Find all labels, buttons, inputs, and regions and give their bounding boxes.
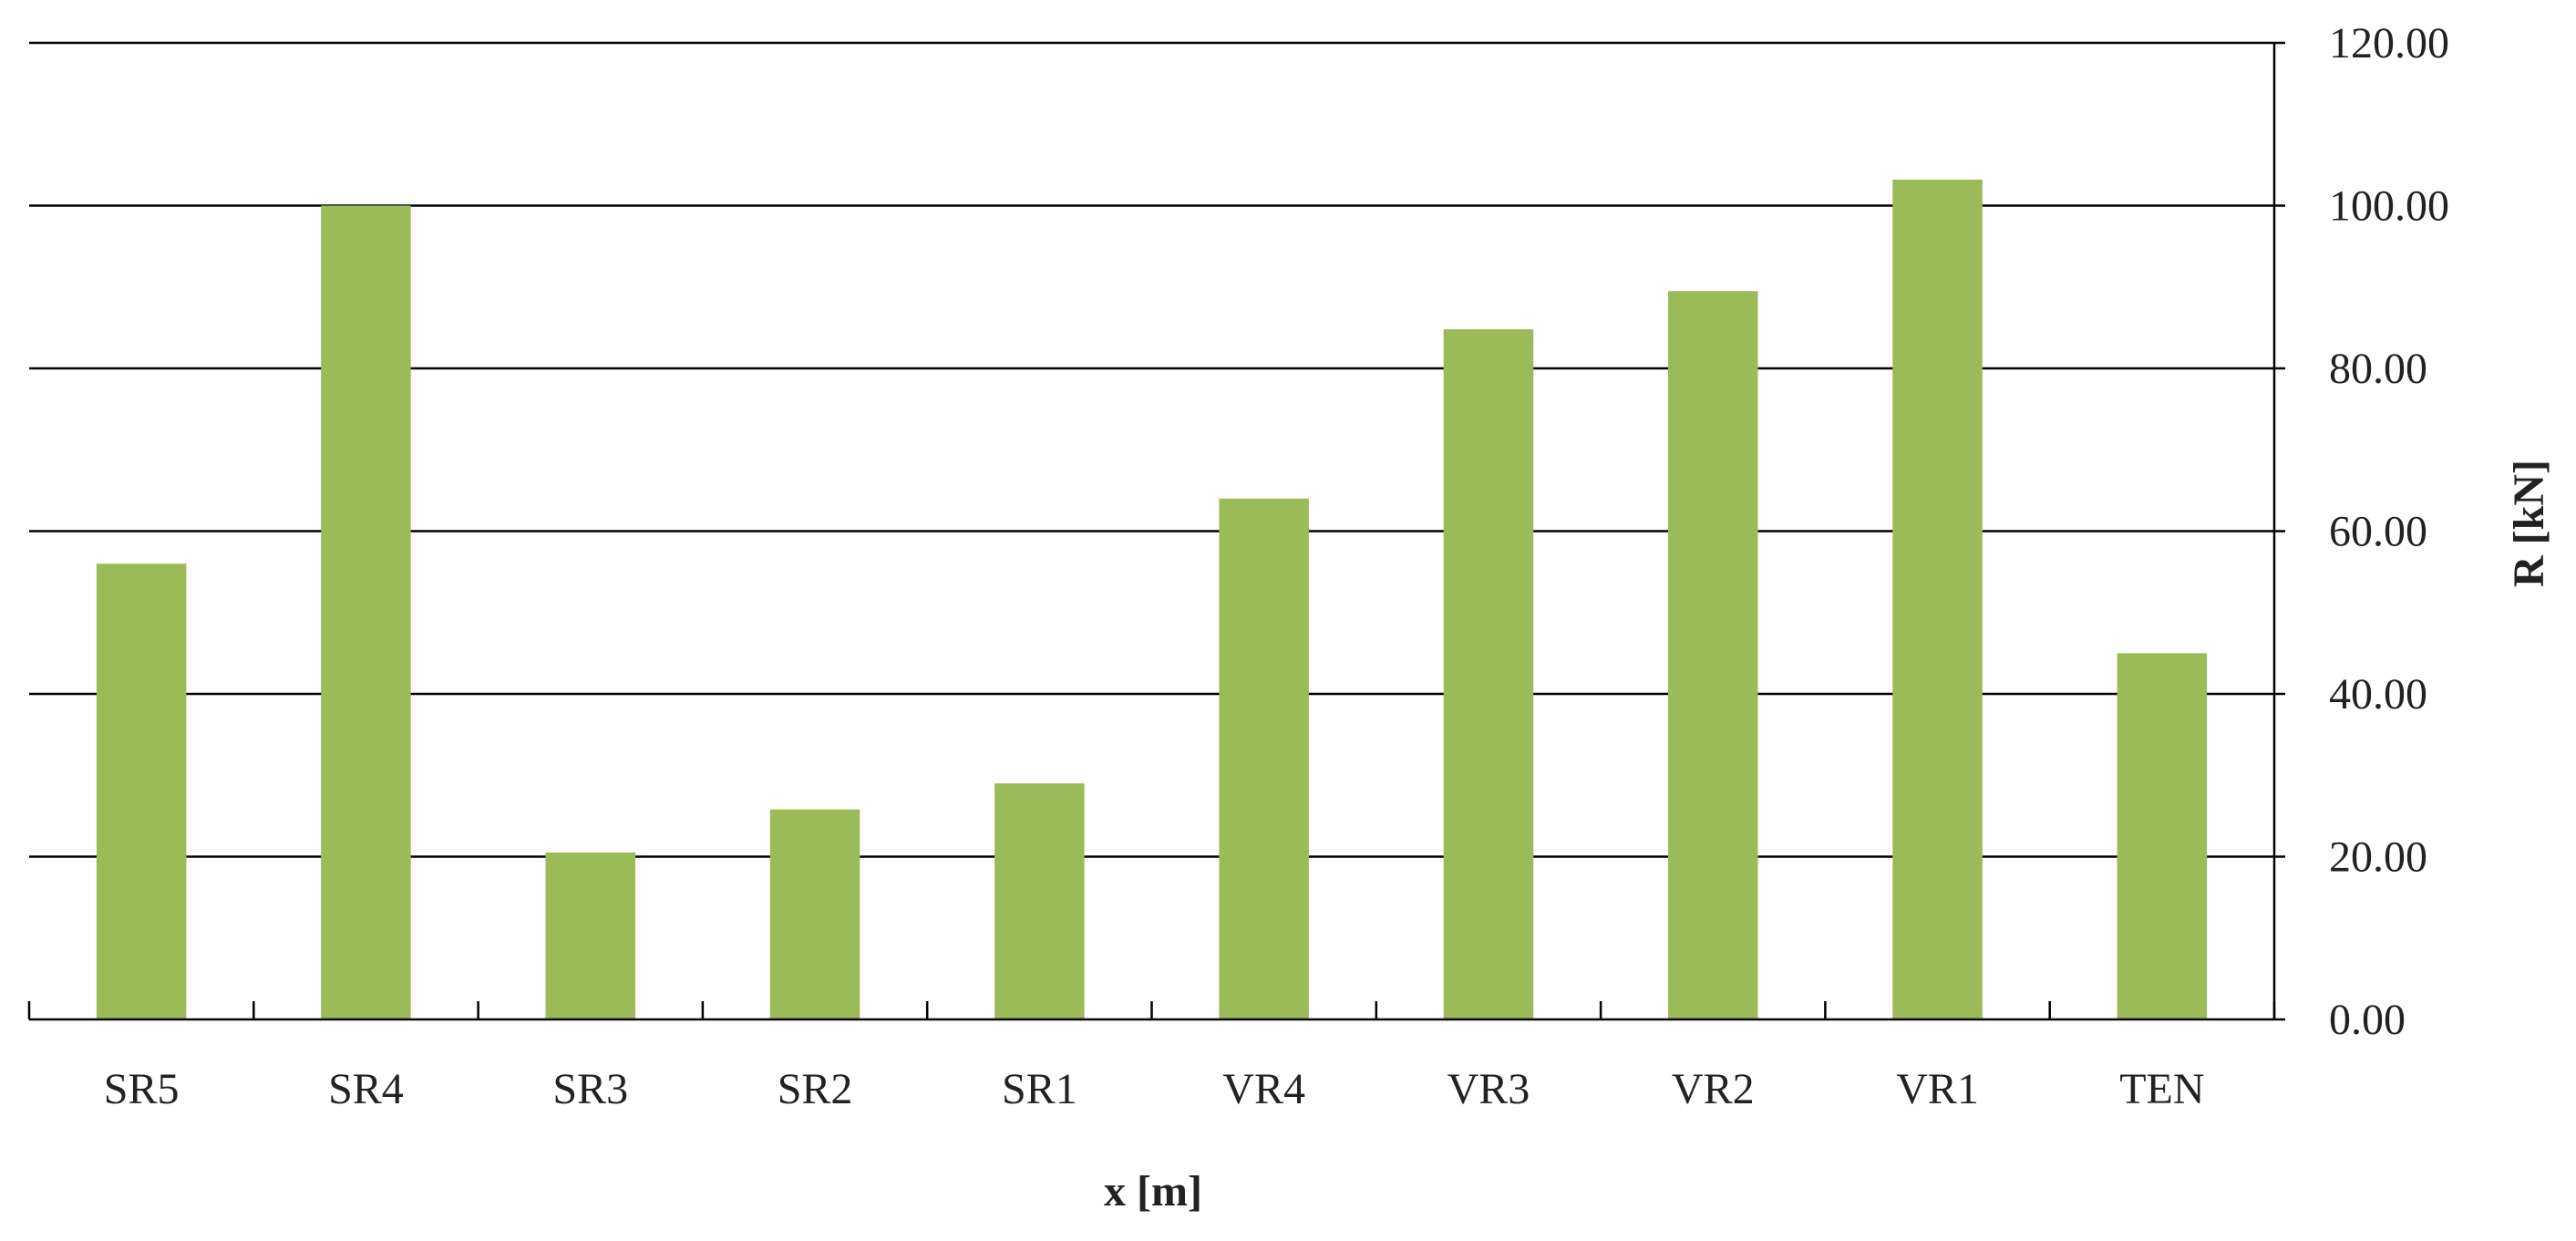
x-tick-label: VR2 bbox=[1672, 1065, 1755, 1113]
x-tick-label: TEN bbox=[2119, 1065, 2204, 1113]
bar-sr3 bbox=[545, 853, 636, 1019]
bars bbox=[96, 179, 2208, 1019]
x-tick-label: SR5 bbox=[104, 1065, 180, 1113]
y-tick-label: 120.00 bbox=[2329, 19, 2449, 67]
bar-sr5 bbox=[96, 564, 187, 1019]
y-tick-label: 60.00 bbox=[2329, 508, 2427, 556]
x-axis-title: x [m] bbox=[1104, 1167, 1202, 1215]
x-tick-label: VR1 bbox=[1896, 1065, 1979, 1113]
y-tick-label: 20.00 bbox=[2329, 833, 2427, 882]
x-tick-label: SR3 bbox=[552, 1065, 628, 1113]
bar-vr2 bbox=[1667, 291, 1758, 1019]
bar-vr3 bbox=[1443, 329, 1534, 1019]
y-tick-label: 100.00 bbox=[2329, 182, 2449, 231]
bar-ten bbox=[2117, 653, 2208, 1019]
y-tick-label: 0.00 bbox=[2329, 996, 2406, 1044]
bar-vr1 bbox=[1892, 179, 1983, 1019]
bar-sr1 bbox=[994, 783, 1085, 1019]
x-tick-label: SR4 bbox=[328, 1065, 404, 1113]
y-axis-title: R [kN] bbox=[2505, 460, 2553, 587]
bar-vr4 bbox=[1219, 498, 1309, 1019]
bar-sr2 bbox=[769, 809, 860, 1019]
axes bbox=[27, 41, 2285, 1021]
bar-sr4 bbox=[321, 205, 411, 1019]
x-tick-label: SR2 bbox=[778, 1065, 853, 1113]
x-tick-labels: SR5 SR4 SR3 SR2 SR1 VR4 VR3 VR2 VR1 TEN bbox=[104, 1065, 2205, 1113]
y-tick-label: 40.00 bbox=[2329, 670, 2427, 719]
x-tick-label: VR4 bbox=[1222, 1065, 1305, 1113]
y-tick-labels: 0.00 20.00 40.00 60.00 80.00 100.00 120.00 bbox=[2329, 19, 2449, 1044]
x-tick-label: VR3 bbox=[1448, 1065, 1530, 1113]
y-tick-label: 80.00 bbox=[2329, 345, 2427, 393]
x-tick-label: SR1 bbox=[1002, 1065, 1077, 1113]
